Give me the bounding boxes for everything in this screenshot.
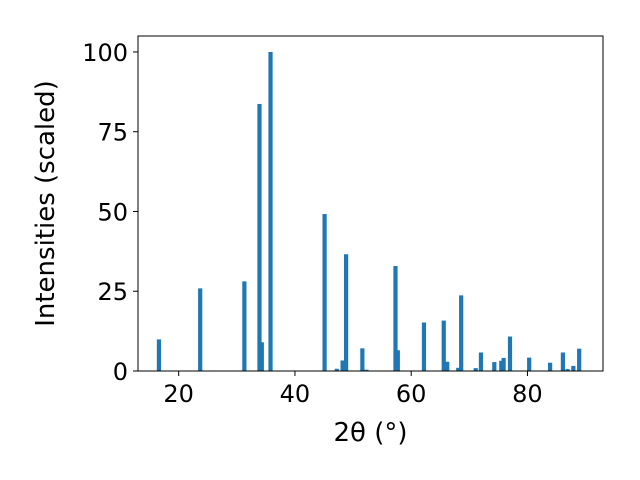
y-tick-label: 0	[113, 358, 128, 386]
bar-peak-1	[198, 288, 203, 371]
plot-frame	[137, 35, 604, 372]
bar-peak-18	[459, 295, 464, 371]
bar-peak-11	[364, 369, 369, 371]
bar-peak-19	[473, 368, 478, 371]
y-axis-label: Intensities (scaled)	[31, 80, 61, 327]
bar-peak-0	[156, 339, 162, 371]
bar-peak-6	[322, 214, 327, 371]
y-axis-ticks: 0 25 50 75 100	[82, 39, 138, 386]
y-tick-label: 25	[97, 278, 128, 306]
bar-series	[156, 51, 582, 372]
x-tick-label: 80	[512, 380, 543, 408]
bar-peak-5	[268, 51, 273, 371]
x-axis-ticks: 20 40 60 80	[163, 371, 543, 408]
bar-peak-12	[393, 266, 398, 371]
bar-peak-29	[571, 365, 576, 371]
bar-peak-21	[492, 362, 497, 371]
bar-peak-30	[577, 348, 582, 371]
x-tick-label: 60	[396, 380, 427, 408]
bar-peak-22	[499, 360, 504, 371]
bar-peak-4	[259, 342, 264, 371]
bar-peak-25	[527, 357, 532, 371]
bar-peak-20	[478, 352, 484, 371]
bar-peak-16	[445, 361, 450, 371]
bar-peak-13	[395, 350, 400, 371]
x-tick-label: 40	[280, 380, 311, 408]
bar-peak-14	[421, 322, 427, 371]
bar-peak-8	[340, 360, 345, 371]
x-tick-label: 20	[163, 380, 194, 408]
bar-peak-23	[501, 357, 506, 371]
bar-peak-10	[360, 348, 365, 371]
bar-peak-24	[507, 336, 513, 371]
x-axis-label: 2θ (°)	[333, 418, 407, 448]
bar-peak-9	[343, 254, 349, 371]
y-tick-label: 75	[97, 119, 128, 147]
bar-peak-26	[548, 362, 553, 371]
bar-peak-2	[242, 281, 247, 371]
bar-peak-15	[441, 320, 446, 371]
bar-peak-3	[257, 103, 262, 372]
bar-peak-7	[334, 368, 339, 371]
bar-peak-27	[560, 352, 565, 371]
y-tick-label: 100	[82, 39, 128, 67]
y-tick-label: 50	[97, 198, 128, 226]
bar-peak-28	[565, 369, 570, 371]
bar-peak-17	[456, 367, 461, 371]
